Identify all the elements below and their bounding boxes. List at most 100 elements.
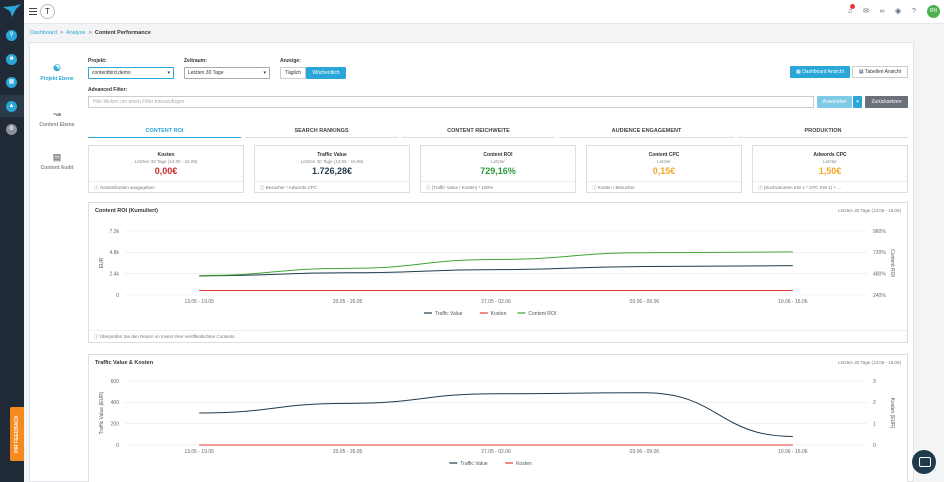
advanced-filter-input[interactable]: Hier klicken um einen Filter hinzuzufüge… xyxy=(88,96,814,108)
y-tick-label: 600 xyxy=(111,379,120,385)
tabellen-ansicht-label: Tabellen Ansicht xyxy=(864,69,902,75)
tab-content-roi[interactable]: CONTENT ROI xyxy=(88,125,241,138)
x-tick-label: 10.06 - 16.06 xyxy=(778,449,808,455)
chart-title: Content ROI (Kumuliert) xyxy=(95,208,158,214)
x-tick-label: 27.05 - 02.06 xyxy=(481,299,511,305)
chart-title: Traffic Value & Kosten xyxy=(95,360,154,366)
x-tick-label: 27.05 - 02.06 xyxy=(481,449,511,455)
kpi-content-cpc: Content CPC Letzter 0,15€ ⓘ Kosten / Bes… xyxy=(586,145,742,193)
dashboard-icon: ▦ xyxy=(795,69,803,75)
help-icon[interactable]: ? xyxy=(912,8,916,15)
legend-label: Kosten xyxy=(516,461,532,467)
y-right-tick-label: 480% xyxy=(873,271,886,277)
kpi-subtitle: Letzten 30 Tage (13.05 - 16.06) xyxy=(134,159,198,164)
main-card: ☯ Projekt Ebene ↝ Content Ebene ▤ Conten… xyxy=(29,42,914,482)
nav-content-ebene[interactable]: ↝ Content Ebene xyxy=(30,109,84,128)
kpi-footer: ⓘ (Suchvolumen KW 1 * CPC KW 1) + ... xyxy=(753,181,907,194)
y-right-tick-label: 2 xyxy=(873,400,876,406)
nav-content-audit[interactable]: ▤ Content Audit xyxy=(30,152,84,171)
kpi-traffic-value: Traffic Value Letzten 30 Tage (13.05 - 1… xyxy=(254,145,410,193)
bar-chart-icon: ▤ xyxy=(52,152,62,162)
kpi-kosten: Kosten Letzten 30 Tage (13.05 - 16.06) 0… xyxy=(88,145,244,193)
anzeige-label: Anzeige: xyxy=(280,58,301,64)
taeglich-button[interactable]: Täglich xyxy=(280,67,306,79)
y-right-axis-label: Kosten (EUR) xyxy=(889,398,895,429)
x-tick-label: 10.06 - 16.06 xyxy=(778,299,808,305)
link-icon[interactable]: ∞ xyxy=(879,8,885,15)
kpi-title: Adwords CPC xyxy=(813,152,847,158)
kpi-value: 1,50€ xyxy=(818,166,842,176)
filter-toggle-button[interactable]: T xyxy=(40,4,55,19)
projekt-select[interactable]: contentbird.demo ▾ xyxy=(88,67,174,79)
breadcrumb-analyse[interactable]: Analyse xyxy=(65,30,86,36)
dashboard-ansicht-label: Dashboard Ansicht xyxy=(802,69,845,75)
zeitraum-value: Letzten 30 Tage xyxy=(188,70,224,76)
x-tick-label: 03.06 - 09.06 xyxy=(630,299,660,305)
zeitraum-select[interactable]: Letzten 30 Tage ▾ xyxy=(184,67,270,79)
tab-produktion[interactable]: PRODUKTION xyxy=(738,125,908,138)
tab-audience-engagement[interactable]: AUDIENCE ENGAGEMENT xyxy=(559,125,734,138)
breadcrumb-dashboard[interactable]: Dashboard xyxy=(30,30,57,36)
kpi-footer: ⓘ Besucher * Adwords CPC xyxy=(255,181,409,194)
chart-range: Letzten 30 Tage (13.05 - 16.06) xyxy=(838,360,901,365)
mail-icon[interactable]: ✉ xyxy=(863,8,869,15)
nav-projekt-ebene[interactable]: ☯ Projekt Ebene xyxy=(30,63,84,82)
calendar-icon[interactable]: ▦ xyxy=(6,77,17,88)
menu-icon[interactable] xyxy=(29,8,37,15)
legend-label: Content ROI xyxy=(528,311,556,317)
kpi-subtitle: Letzter xyxy=(657,159,671,164)
breadcrumb-separator: > xyxy=(58,30,66,36)
x-tick-label: 13.05 - 19.05 xyxy=(184,299,214,305)
tab-search-rankings[interactable]: SEARCH RANKINGS xyxy=(245,125,398,138)
y-tick-label: 400 xyxy=(111,400,120,406)
info-icon: ⓘ xyxy=(260,185,266,190)
info-icon: ⓘ xyxy=(426,185,432,190)
kpi-footer-text: Gesamtkosten ausgegeben xyxy=(99,185,155,190)
kpi-title: Content CPC xyxy=(648,152,680,158)
feedback-button[interactable]: IHR FEEDBACK xyxy=(10,407,24,461)
legend-label: Traffic Value xyxy=(435,311,463,317)
anwenden-dropdown-button[interactable]: ▾ xyxy=(853,96,862,108)
y-tick-label: 2.4k xyxy=(110,271,120,277)
legend-label: Traffic Value xyxy=(460,461,488,467)
bell-icon[interactable]: ♫ xyxy=(847,8,853,15)
x-tick-label: 20.05 - 26.05 xyxy=(333,449,363,455)
hierarchy-icon: ☯ xyxy=(52,63,62,73)
advanced-filter-label: Advanced Filter: xyxy=(88,87,128,93)
chat-icon[interactable]: ◉ xyxy=(894,8,902,15)
info-icon: ⓘ xyxy=(94,334,100,339)
woechentlich-button[interactable]: Wöchentlich xyxy=(306,67,346,79)
y-right-tick-label: 960% xyxy=(873,229,886,235)
notification-badge xyxy=(850,4,855,9)
live-chat-button[interactable] xyxy=(912,450,936,474)
kpi-footer-text: Kosten / Besucher xyxy=(597,185,635,190)
zuruecksetzen-button[interactable]: Zurücksetzen xyxy=(865,96,908,108)
chart-footer: ⓘ Überprüfen Sie den Return on Invest Ih… xyxy=(89,330,907,342)
contentbird-logo[interactable] xyxy=(2,3,22,19)
search-icon[interactable]: ⚲ xyxy=(6,30,17,41)
settings-icon[interactable]: ⚙ xyxy=(6,124,17,135)
kpi-subtitle: Letzter xyxy=(823,159,837,164)
kpi-footer: ⓘ Kosten / Besucher xyxy=(587,181,741,194)
y-tick-label: 0 xyxy=(116,443,119,449)
nav-label: Content Audit xyxy=(40,165,74,171)
kpi-subtitle: Letzten 30 Tage (13.05 - 16.06) xyxy=(300,159,364,164)
y-axis-label: EUR xyxy=(99,257,105,268)
kpi-title: Kosten xyxy=(157,152,175,158)
tab-content-reichweite[interactable]: CONTENT REICHWEITE xyxy=(402,125,555,138)
y-right-tick-label: 720% xyxy=(873,250,886,256)
analytics-icon[interactable]: ▲ xyxy=(6,101,17,112)
kpi-value: 729,16% xyxy=(480,166,516,176)
content-icon[interactable]: ■ xyxy=(6,54,17,65)
kpi-footer-text: (Traffic Value / Kosten) * 100% xyxy=(431,185,493,190)
x-tick-label: 03.06 - 09.06 xyxy=(630,449,660,455)
tabellen-ansicht-button[interactable]: ▤ Tabellen Ansicht xyxy=(852,66,908,78)
anwenden-button[interactable]: Anwenden xyxy=(817,96,852,108)
dashboard-ansicht-button[interactable]: ▦ Dashboard Ansicht xyxy=(790,66,850,78)
projekt-label: Projekt: xyxy=(88,58,107,64)
breadcrumb-separator: > xyxy=(87,30,95,36)
kpi-footer-text: Besucher * Adwords CPC xyxy=(265,185,318,190)
chevron-down-icon: ▾ xyxy=(856,99,859,105)
user-avatar[interactable]: RN xyxy=(927,5,940,18)
series-line-content-roi xyxy=(199,251,793,276)
